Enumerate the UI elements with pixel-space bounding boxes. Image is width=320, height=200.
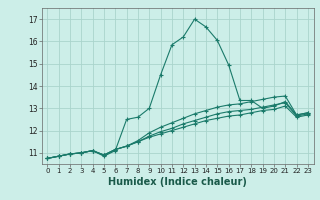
X-axis label: Humidex (Indice chaleur): Humidex (Indice chaleur) — [108, 177, 247, 187]
